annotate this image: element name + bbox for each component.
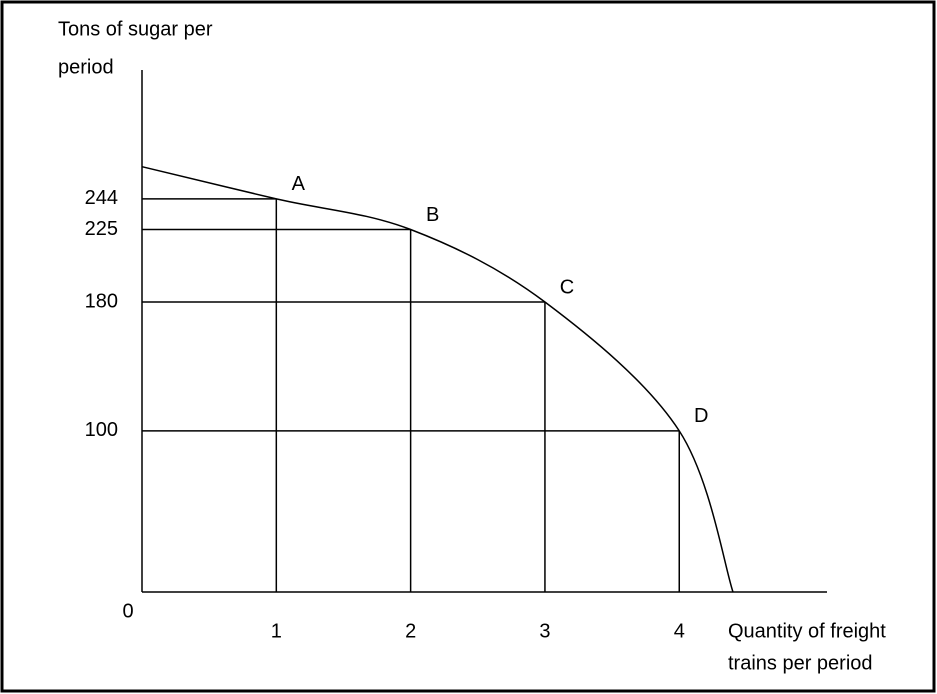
y-tick-label: 100 [85, 419, 118, 441]
y-tick-label: 244 [85, 187, 118, 209]
y-axis-label: Tons of sugar per [58, 18, 213, 40]
x-axis-label: trains per period [728, 652, 873, 674]
point-label: B [426, 204, 439, 226]
x-tick-label: 1 [271, 620, 282, 642]
x-axis-label: Quantity of freight [728, 620, 886, 642]
frontier-curve [141, 165, 734, 593]
point-label: C [560, 276, 574, 298]
x-tick-label: 3 [539, 620, 550, 642]
point-label: A [292, 173, 306, 195]
y-axis-label: period [58, 56, 114, 78]
point-label: D [694, 405, 708, 427]
y-tick-label: 180 [85, 290, 118, 312]
x-tick-label: 2 [405, 620, 416, 642]
y-tick-label: 225 [85, 218, 118, 240]
x-tick-label: 4 [674, 620, 685, 642]
origin-label: 0 [122, 600, 133, 622]
